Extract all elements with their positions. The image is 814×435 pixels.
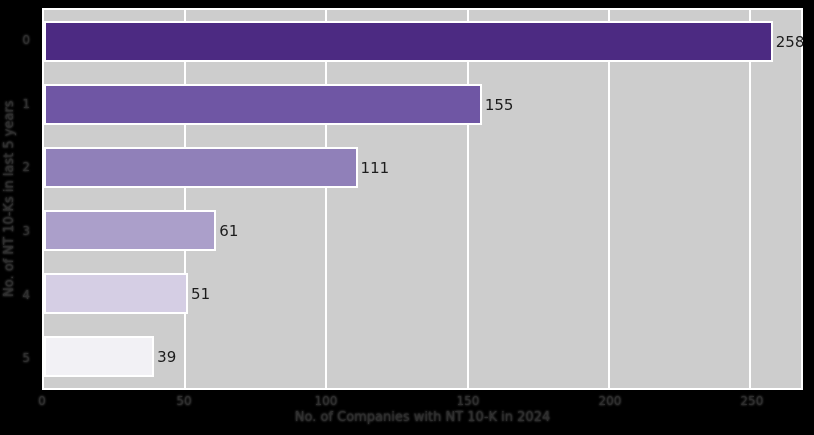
bar-row-5: 39 (44, 325, 801, 388)
y-tick-2: 2 (22, 160, 30, 175)
gridline-x-250 (749, 10, 752, 388)
x-tick-100: 100 (314, 394, 338, 408)
bar-row-3: 61 (44, 199, 801, 262)
y-tick-4: 4 (22, 287, 30, 302)
bar-row-1: 155 (44, 73, 801, 136)
bar-row-2: 111 (44, 136, 801, 199)
x-tick-250: 250 (740, 394, 764, 408)
gridline-x-150 (466, 10, 469, 388)
bar-2 (44, 147, 358, 188)
gridline-x-100 (325, 10, 328, 388)
bar-value-label: 155 (484, 95, 514, 114)
plot-area: 258 155 111 61 51 39 (42, 8, 804, 390)
y-tick-3: 3 (22, 223, 30, 238)
y-tick-1: 1 (22, 96, 30, 111)
x-tick-labels: 0 50 100 150 200 250 (38, 394, 803, 410)
y-tick-0: 0 (22, 32, 30, 47)
x-tick-150: 150 (456, 394, 480, 408)
gridline-x-200 (607, 10, 610, 388)
x-tick-50: 50 (176, 394, 192, 408)
bar-0 (44, 21, 773, 62)
y-tick-labels: 0 1 2 3 4 5 (0, 8, 38, 390)
bar-value-label: 39 (157, 347, 177, 366)
bar-value-label: 51 (191, 284, 211, 303)
bar-row-0: 258 (44, 10, 804, 73)
bar-row-4: 51 (44, 262, 801, 325)
bar-1 (44, 84, 482, 125)
bar-value-label: 61 (219, 221, 239, 240)
bar-4 (44, 273, 189, 314)
bar-value-label: 258 (775, 32, 805, 51)
x-axis-label: No. of Companies with NT 10-K in 2024 (294, 410, 551, 425)
bars-layer: 258 155 111 61 51 39 (44, 10, 804, 388)
bar-5 (44, 336, 155, 377)
x-tick-200: 200 (598, 394, 622, 408)
bar-3 (44, 210, 217, 251)
gridline-x-50 (184, 10, 187, 388)
y-tick-5: 5 (22, 351, 30, 366)
gridline-layer (44, 10, 801, 388)
x-tick-0: 0 (38, 394, 46, 408)
bar-value-label: 111 (360, 158, 390, 177)
